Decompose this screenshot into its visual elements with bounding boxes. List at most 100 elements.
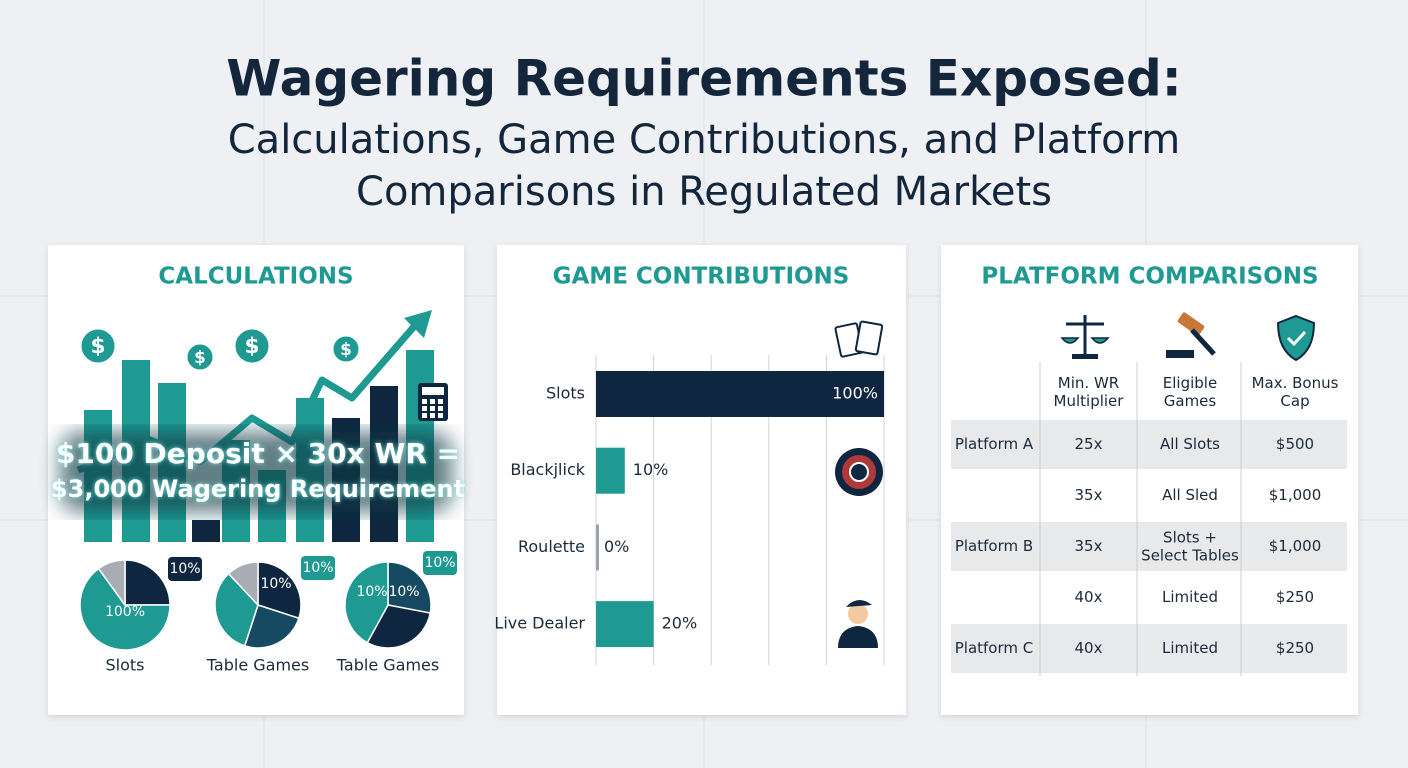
pie-slice [344, 561, 389, 644]
formula-glow [60, 432, 452, 512]
dealer-icon [848, 604, 868, 624]
bar [596, 601, 654, 648]
table-cell: Limited [1162, 588, 1218, 606]
pie-label: 10% [424, 555, 455, 571]
category-label: Slots [546, 384, 585, 403]
shield-icon [1276, 314, 1316, 362]
pie-caption: Table Games [336, 656, 439, 675]
pie-slice [79, 567, 171, 651]
subtitle: Comparisons in Regulated Markets [356, 169, 1052, 215]
gavel-icon [1166, 350, 1194, 358]
panel-heading: PLATFORM COMPARISONS [981, 264, 1318, 290]
pie-slice [243, 604, 300, 649]
row-header: Platform B [955, 537, 1033, 555]
title: Wagering Requirements Exposed: [226, 50, 1182, 108]
table-cell: $250 [1276, 588, 1314, 606]
coin-symbol: $ [244, 334, 259, 359]
bar [596, 371, 884, 417]
cards-icon [854, 320, 884, 356]
coin [78, 326, 118, 366]
column-header: Eligible Games [1163, 374, 1217, 410]
pie-slice [97, 559, 126, 608]
pie-slice [366, 604, 432, 649]
table-cell: All Slots [1160, 435, 1220, 453]
row-header: Platform C [955, 639, 1034, 657]
table-cell: Slots + Select Tables [1141, 528, 1239, 564]
pie-badge [301, 556, 335, 580]
gavel-icon [1177, 312, 1205, 336]
pie-slice [227, 561, 259, 607]
arrow-head [404, 310, 432, 338]
calculations-panel: $ $ $ $$100 Deposit × 30x WR =$100 Deposit … [51, 310, 465, 675]
value-label: 0% [604, 537, 629, 556]
calculator-key [430, 413, 435, 418]
pie-label: 10% [356, 584, 387, 600]
pie-label: 10% [169, 561, 200, 577]
decor-bar [192, 520, 220, 542]
pie-slice [257, 561, 302, 620]
table-cell: $500 [1276, 435, 1314, 453]
category-label: Blackjlick [510, 460, 585, 479]
calculator-key [422, 399, 427, 404]
value-label: 20% [662, 614, 698, 633]
table-cell: $1,000 [1269, 486, 1322, 504]
pie-badge [168, 557, 202, 581]
scales-icon [1060, 337, 1110, 344]
calculator-screen [422, 387, 444, 395]
pie-slice [214, 572, 259, 647]
value-label: 10% [633, 460, 669, 479]
table-cell: 35x [1075, 537, 1103, 555]
pie-label: 100% [105, 604, 145, 620]
calculator-key [430, 406, 435, 411]
bar [596, 524, 599, 571]
shield-icon [1286, 330, 1307, 347]
coin [184, 341, 216, 373]
category-label: Roulette [518, 537, 585, 556]
dealer-icon [838, 626, 878, 648]
table-cell: $1,000 [1269, 537, 1322, 555]
row-band [951, 420, 1347, 469]
table-cell: 40x [1075, 588, 1103, 606]
table-cell: 25x [1075, 435, 1103, 453]
scales-icon [1072, 354, 1098, 359]
coin [232, 326, 272, 366]
category-label: Live Dealer [494, 614, 585, 633]
pie-badge [423, 551, 457, 575]
formula-text: $100 Deposit × 30x WR = [56, 437, 460, 470]
formula-glow-text: $100 Deposit × 30x WR = [56, 437, 460, 470]
table-cell: $250 [1276, 639, 1314, 657]
calculator-key [430, 399, 435, 404]
platform-table: Min. WR Multiplier Eligible Games Max. Bonus… [951, 312, 1347, 676]
coin-symbol: $ [194, 347, 206, 367]
value-label: 100% [832, 384, 878, 403]
coin [330, 333, 362, 365]
pie-caption: Slots [106, 656, 145, 675]
pie-label: 10% [388, 584, 419, 600]
roulette-icon [849, 462, 869, 482]
calculator-key [438, 413, 443, 418]
calculator-key [438, 406, 443, 411]
table-cell: Limited [1162, 639, 1218, 657]
subtitle: Calculations, Game Contributions, and Pl… [228, 117, 1181, 163]
gavel-icon [1190, 328, 1216, 356]
pie-caption: Table Games [206, 656, 309, 675]
formula-glow-text: $3,000 Wagering Requirement [51, 475, 465, 503]
bar [596, 447, 625, 494]
row-band [951, 522, 1347, 571]
table-cell: 35x [1075, 486, 1103, 504]
pie-slice [124, 559, 171, 606]
calculator-key [422, 406, 427, 411]
row-band [951, 624, 1347, 673]
column-header: Max. Bonus Cap [1252, 374, 1339, 410]
calculator-key [438, 399, 443, 404]
calculator-key [422, 413, 427, 418]
panel-heading: CALCULATIONS [158, 264, 353, 290]
column-header: Min. WR Multiplier [1054, 374, 1125, 410]
row-header: Platform A [955, 435, 1034, 453]
panel-heading: GAME CONTRIBUTIONS [553, 264, 850, 290]
pie-label: 10% [302, 560, 333, 576]
coin-symbol: $ [340, 339, 352, 359]
dealer-icon [846, 599, 872, 607]
